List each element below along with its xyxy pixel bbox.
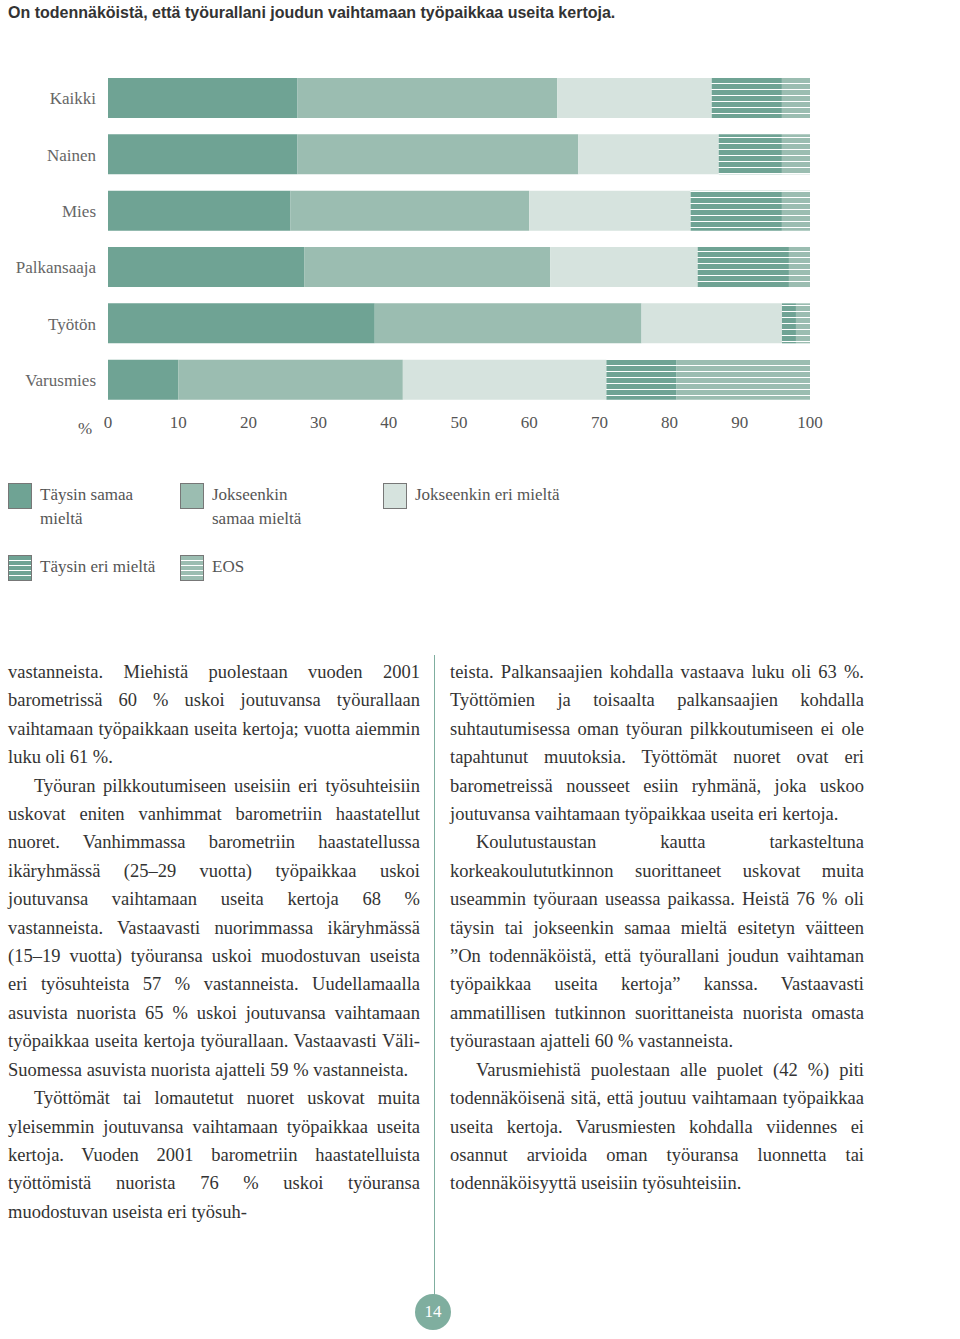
svg-text:Palkansaaja: Palkansaaja xyxy=(16,258,97,277)
svg-text:80: 80 xyxy=(661,413,678,432)
html-text:Työuran pilkkoutumiseen useisi: Työuran pilkkoutumiseen useisiin eri työ… xyxy=(8,775,420,1080)
html-text:Työttömät tai lomautetut nuore: Työttömät tai lomautetut nuoret uskovat … xyxy=(8,1088,420,1222)
svg-text:Nainen: Nainen xyxy=(47,146,97,165)
html-text:14: 14 xyxy=(424,1302,442,1321)
svg-text:0: 0 xyxy=(104,413,113,432)
html-text:Jokseenkin samaa mieltä: Jokseenkin samaa mieltä xyxy=(212,485,302,528)
html-text:On todennäköistä, että työural: On todennäköistä, että työurallani joudu… xyxy=(8,4,616,21)
svg-text:90: 90 xyxy=(731,413,748,432)
html-text:Täysin samaa mieltä: Täysin samaa mieltä xyxy=(40,485,133,528)
svg-text:Kaikki: Kaikki xyxy=(50,89,97,108)
svg-text:70: 70 xyxy=(591,413,608,432)
svg-text:Mies: Mies xyxy=(62,202,96,221)
svg-text:20: 20 xyxy=(240,413,257,432)
svg-text:40: 40 xyxy=(380,413,397,432)
svg-text:30: 30 xyxy=(310,413,327,432)
html-text:teista. Palkansaajien kohdalla: teista. Palkansaajien kohdalla vastaava … xyxy=(450,662,864,824)
svg-text:Työtön: Työtön xyxy=(48,315,96,334)
svg-text:Varusmies: Varusmies xyxy=(25,371,96,390)
html-text:Varusmiehistä puolestaan alle: Varusmiehistä puolestaan alle puolet (42… xyxy=(450,1059,864,1194)
html-text:Jokseenkin eri mieltä: Jokseenkin eri mieltä xyxy=(415,485,560,504)
html-text:vastanneista. Miehistä puolest: vastanneista. Miehistä puolestaan vuoden… xyxy=(8,662,420,768)
svg-text:60: 60 xyxy=(521,413,538,432)
html-text:EOS: EOS xyxy=(212,557,245,576)
svg-text:10: 10 xyxy=(170,413,187,432)
svg-text:50: 50 xyxy=(451,413,468,432)
svg-text:100: 100 xyxy=(797,413,823,432)
html-text:Täysin eri mieltä: Täysin eri mieltä xyxy=(40,557,156,576)
html-text:Koulutustaustan kautta tarkast: Koulutustaustan kautta tarkasteltuna kor… xyxy=(450,832,864,1052)
